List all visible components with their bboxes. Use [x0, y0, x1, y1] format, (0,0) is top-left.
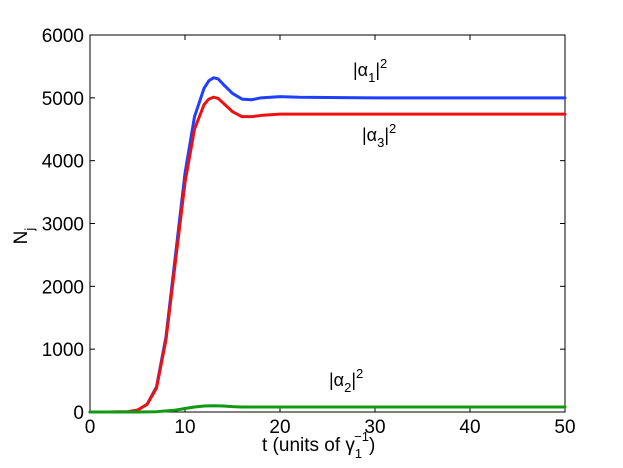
x-tick-label: 10: [174, 417, 195, 438]
y-axis-label: Nj: [11, 228, 37, 245]
series-line-2: [88, 95, 567, 414]
axis-ticks: 0 10 20 30 40 50 0 1000 2000 3000 4000 5000 6000: [42, 26, 576, 438]
y-tick-label: 2000: [42, 277, 84, 298]
y-tick-label: 4000: [42, 152, 84, 173]
y-tick-label: 1000: [42, 340, 84, 361]
annotation-alpha3: |α3|2: [362, 121, 396, 150]
x-axis-label: t (units of γ1−1): [262, 429, 375, 461]
y-tick-label: 0: [73, 403, 84, 424]
x-tick-label: 30: [364, 417, 385, 438]
y-tick-label: 6000: [42, 26, 84, 47]
x-tick-label: 50: [554, 417, 575, 438]
x-tick-label: 20: [269, 417, 290, 438]
annotation-alpha1: |α1|2: [353, 56, 387, 85]
y-tick-label: 3000: [42, 215, 84, 236]
annotation-alpha2: |α2|2: [329, 366, 363, 395]
series-line-3: [88, 404, 567, 414]
x-tick-label: 0: [85, 417, 96, 438]
x-tick-label: 40: [459, 417, 480, 438]
series-layer: [88, 76, 567, 414]
y-tick-label: 5000: [42, 89, 84, 110]
